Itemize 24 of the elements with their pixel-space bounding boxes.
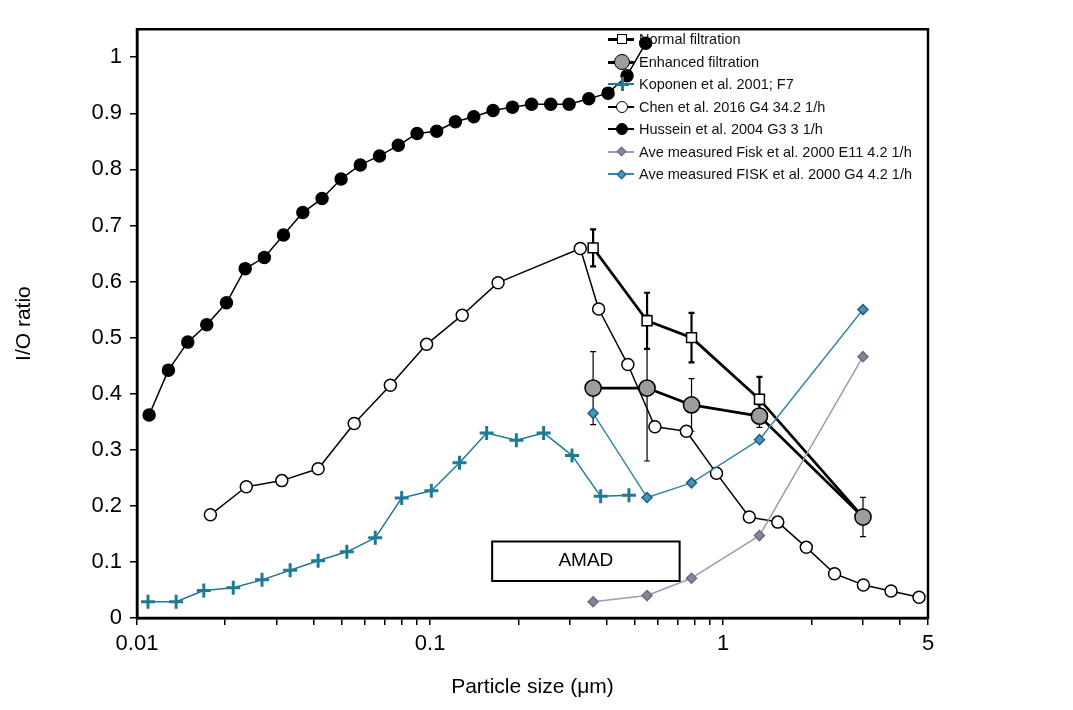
legend-label: Ave measured Fisk et al. 2000 E11 4.2 1/h <box>639 142 912 162</box>
y-axis-title: I/O ratio <box>11 286 35 361</box>
annotation: AMAD <box>558 549 614 571</box>
x-axis-title: Particle size (μm) <box>451 674 614 698</box>
y-tick-label: 0.6 <box>91 267 122 293</box>
y-tick-label: 1 <box>109 43 122 69</box>
x-tick-label: 0.1 <box>414 630 446 656</box>
legend-label: Chen et al. 2016 G4 34.2 1/h <box>639 97 826 117</box>
x-tick-label: 1 <box>717 630 730 656</box>
y-tick-label: 0.9 <box>91 99 122 125</box>
y-tick-label: 0 <box>109 604 122 630</box>
x-tick-label: 0.01 <box>115 630 159 656</box>
y-tick-label: 0.7 <box>91 211 122 237</box>
legend-label: Ave measured FISK et al. 2000 G4 4.2 1/h <box>639 165 912 184</box>
y-tick-label: 0.4 <box>91 379 122 405</box>
y-tick-label: 0.5 <box>91 323 122 349</box>
y-tick-label: 0.1 <box>91 547 122 573</box>
legend-label: Enhanced filtration <box>639 52 760 72</box>
legend-label: Koponen et al. 2001; F7 <box>639 75 794 94</box>
y-tick-label: 0.3 <box>91 435 122 461</box>
legend-label: Hussein et al. 2004 G3 3 1/h <box>639 120 823 139</box>
y-tick-label: 0.8 <box>91 155 122 181</box>
y-tick-label: 0.2 <box>91 491 122 517</box>
x-tick-label: 5 <box>921 630 935 656</box>
